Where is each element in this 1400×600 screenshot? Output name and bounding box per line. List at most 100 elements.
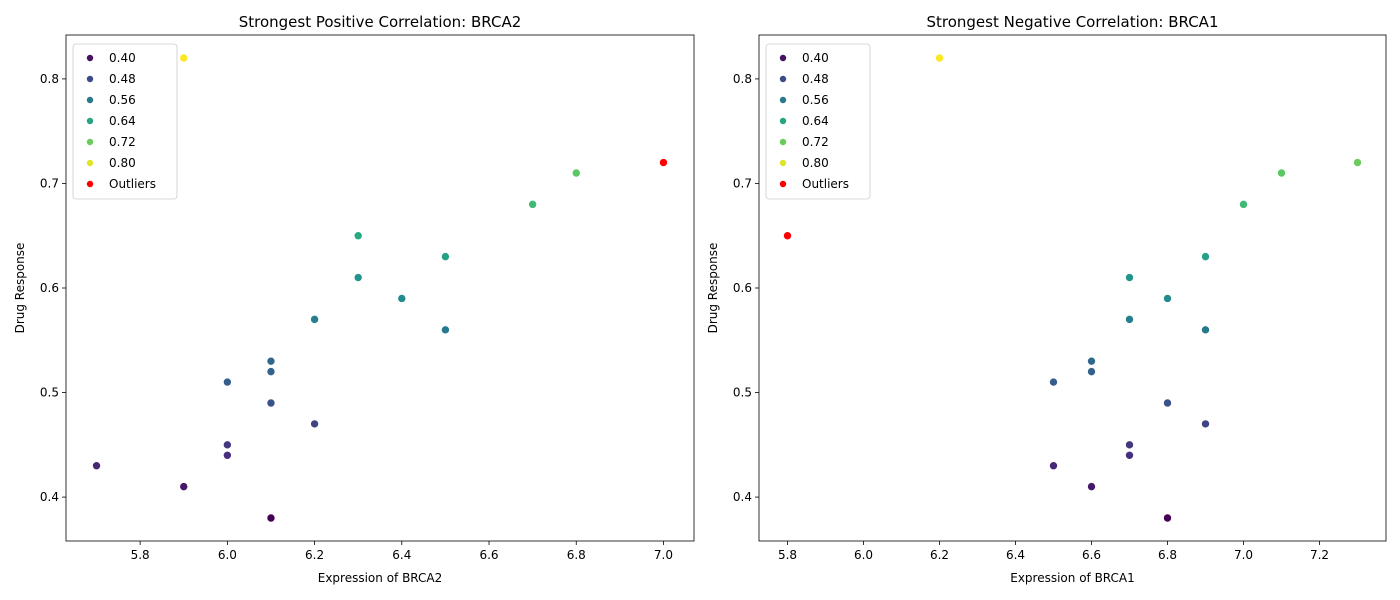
- legend-marker: [779, 117, 787, 125]
- left-scatter-panel: Strongest Positive Correlation: BRCA2 5.8…: [13, 13, 695, 585]
- x-tick-label: 6.4: [392, 548, 411, 562]
- data-point: [179, 482, 189, 491]
- data-point: [935, 53, 944, 63]
- x-tick-label: 6.0: [218, 548, 237, 562]
- data-point: [1277, 168, 1286, 178]
- data-point: [1163, 294, 1172, 303]
- legend-label: 0.80: [109, 156, 136, 170]
- legend-marker-outliers: [779, 180, 787, 188]
- data-point: [1239, 200, 1248, 209]
- x-tick-label: 7.2: [1310, 548, 1329, 562]
- legend-marker: [779, 138, 787, 146]
- y-tick-label: 0.4: [40, 490, 59, 504]
- data-point: [1125, 315, 1134, 324]
- legend-label: 0.64: [109, 114, 136, 128]
- x-tick-label: 6.8: [567, 548, 586, 562]
- data-point: [397, 294, 407, 303]
- legend-label: 0.56: [109, 93, 136, 107]
- legend-marker: [86, 54, 94, 62]
- x-tick-label: 6.2: [305, 548, 324, 562]
- legend-marker: [86, 138, 94, 146]
- legend-label: 0.72: [802, 135, 829, 149]
- legend-label: 0.72: [109, 135, 136, 149]
- data-point: [1201, 325, 1210, 335]
- data-point: [441, 325, 450, 335]
- data-point: [1201, 252, 1210, 261]
- x-axis-label: Expression of BRCA2: [318, 571, 443, 585]
- legend-box: [72, 43, 178, 200]
- right-scatter-panel: Strongest Negative Correlation: BRCA1 5.8…: [706, 13, 1387, 585]
- data-point: [1353, 158, 1362, 167]
- outlier-point: [783, 231, 792, 241]
- data-point: [528, 200, 537, 209]
- x-tick-label: 6.2: [930, 548, 949, 562]
- data-point: [571, 168, 581, 178]
- x-tick-label: 6.6: [479, 548, 498, 562]
- data-point: [223, 440, 232, 450]
- data-point: [353, 231, 363, 241]
- y-tick-label: 0.4: [733, 490, 752, 504]
- legend-marker: [779, 159, 787, 167]
- data-point: [1087, 356, 1096, 366]
- y-tick-label: 0.7: [733, 176, 752, 190]
- chart-title: Strongest Negative Correlation: BRCA1: [926, 13, 1218, 31]
- data-point: [353, 273, 363, 282]
- data-point: [223, 377, 232, 387]
- x-tick-label: 6.4: [1006, 548, 1025, 562]
- data-point: [1125, 450, 1134, 460]
- data-point: [1049, 461, 1058, 471]
- y-tick-label: 0.7: [40, 176, 59, 190]
- x-tick-label: 6.6: [1082, 548, 1101, 562]
- legend-marker: [779, 75, 787, 83]
- x-axis-label: Expression of BRCA1: [1010, 571, 1135, 585]
- data-point: [1087, 367, 1096, 376]
- y-tick-label: 0.5: [733, 386, 752, 400]
- data-point: [179, 53, 189, 63]
- data-point: [1125, 273, 1134, 282]
- chart-title: Strongest Positive Correlation: BRCA2: [239, 13, 522, 31]
- legend-label: 0.80: [802, 156, 829, 170]
- data-point: [310, 315, 319, 324]
- y-tick-label: 0.5: [40, 386, 59, 400]
- legend-box: [765, 43, 871, 200]
- data-point: [310, 419, 319, 429]
- legend-label: 0.56: [802, 93, 829, 107]
- data-point: [223, 450, 232, 460]
- legend-marker: [86, 96, 94, 104]
- x-tick-label: 5.8: [131, 548, 150, 562]
- data-point: [266, 367, 276, 376]
- data-point: [1163, 398, 1172, 408]
- data-point: [441, 252, 450, 261]
- data-point: [1163, 513, 1172, 523]
- data-point: [92, 461, 101, 471]
- legend-label: 0.40: [802, 51, 829, 65]
- y-axis-label: Drug Response: [13, 243, 27, 334]
- y-tick-label: 0.8: [40, 72, 59, 86]
- x-tick-label: 7.0: [654, 548, 673, 562]
- legend-label-outliers: Outliers: [109, 177, 156, 191]
- legend-label: 0.48: [109, 72, 136, 86]
- data-point: [266, 398, 276, 408]
- data-point: [266, 513, 276, 523]
- y-tick-label: 0.8: [733, 72, 752, 86]
- legend-marker-outliers: [86, 180, 94, 188]
- legend-label: 0.40: [109, 51, 136, 65]
- y-tick-label: 0.6: [40, 281, 59, 295]
- data-point: [1087, 482, 1096, 491]
- legend-marker: [86, 75, 94, 83]
- y-tick-label: 0.6: [733, 281, 752, 295]
- legend-marker: [86, 117, 94, 125]
- data-point: [1125, 440, 1134, 450]
- data-point: [1201, 419, 1210, 429]
- y-axis-label: Drug Response: [706, 243, 720, 334]
- legend-marker: [779, 96, 787, 104]
- data-point: [266, 356, 276, 366]
- legend-label: 0.64: [802, 114, 829, 128]
- legend-marker: [86, 159, 94, 167]
- x-tick-label: 6.0: [854, 548, 873, 562]
- outlier-point: [659, 158, 668, 167]
- x-tick-label: 7.0: [1234, 548, 1253, 562]
- x-tick-label: 5.8: [778, 548, 797, 562]
- legend-marker: [779, 54, 787, 62]
